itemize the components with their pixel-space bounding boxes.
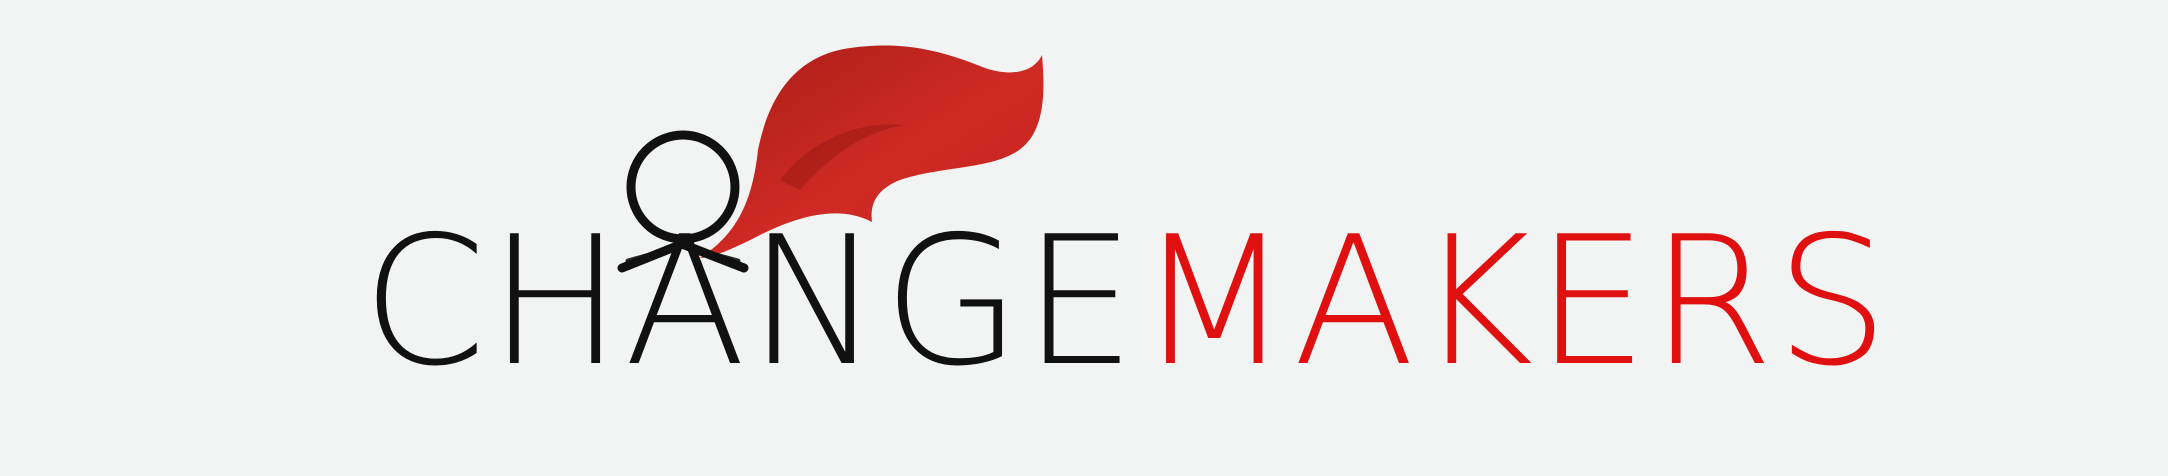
red-cape-icon	[700, 45, 1044, 259]
wordmark: CHANGE MAKERS	[362, 198, 1891, 405]
stick-figure-head-icon	[626, 130, 740, 244]
wordmark-makers: MAKERS	[1137, 198, 1891, 405]
wordmark-change: CHANGE	[362, 198, 1138, 405]
